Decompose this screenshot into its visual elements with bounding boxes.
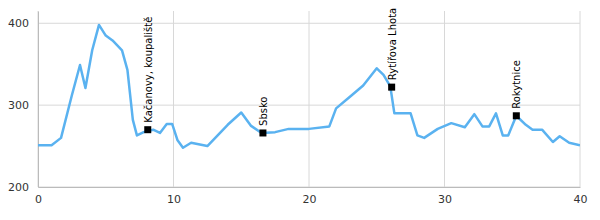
waypoint-marker <box>388 84 395 91</box>
x-axis: 0 10 20 30 40 <box>35 187 588 206</box>
x-tick: 40 <box>574 187 588 206</box>
x-tick-label: 40 <box>574 193 588 206</box>
grid-line-x <box>38 11 39 187</box>
x-tick-label: 30 <box>438 193 452 206</box>
waypoint-marker <box>513 112 520 119</box>
chart: 0 10 20 30 40 200 300 400 Kačanovy, koupaliště Sb… <box>0 0 600 220</box>
y-tick: 400 <box>8 17 38 30</box>
grid <box>38 11 580 187</box>
y-tick: 200 <box>8 181 38 194</box>
grid-line-x <box>580 11 581 187</box>
x-tick-label: 0 <box>35 193 42 206</box>
y-tick-label: 300 <box>8 99 29 112</box>
x-tick-label: 20 <box>303 193 317 206</box>
y-tick-label: 200 <box>8 181 29 194</box>
x-axis-line <box>39 187 581 188</box>
waypoint-label: Rokytnice <box>511 60 522 109</box>
waypoint-marker <box>144 126 151 133</box>
grid-line-x <box>309 11 310 187</box>
y-tick-label: 400 <box>8 17 29 30</box>
annotation-labels: Kačanovy, koupaliště Sbsko Rytířova Lhota R… <box>143 8 523 126</box>
x-tick-label: 10 <box>167 193 181 206</box>
grid-line-x <box>444 11 445 187</box>
elevation-line <box>38 25 580 148</box>
y-axis-line <box>38 12 39 188</box>
y-axis: 200 300 400 <box>8 12 39 195</box>
waypoint-label: Sbsko <box>258 97 269 126</box>
y-tick: 300 <box>8 99 38 112</box>
x-tick: 0 <box>35 187 42 206</box>
waypoint-label: Kačanovy, koupaliště <box>143 17 154 123</box>
x-tick: 10 <box>167 187 181 206</box>
grid-line-x <box>173 11 174 187</box>
x-tick: 30 <box>438 187 452 206</box>
waypoint-label: Rytířova Lhota <box>387 8 398 80</box>
plot-area <box>38 25 580 148</box>
waypoint-marker <box>259 129 266 136</box>
markers <box>144 84 520 137</box>
x-tick: 20 <box>303 187 317 206</box>
